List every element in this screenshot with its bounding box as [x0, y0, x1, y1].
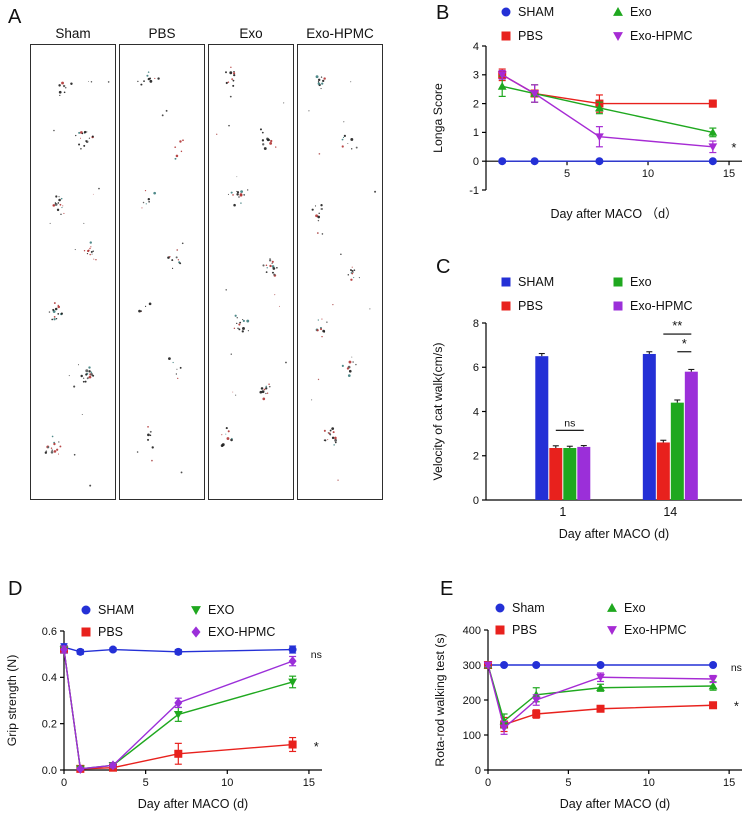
svg-text:PBS: PBS — [518, 29, 543, 43]
svg-text:*: * — [731, 140, 736, 155]
svg-text:8: 8 — [473, 318, 479, 330]
strip-label-exo: Exo — [239, 26, 263, 41]
svg-text:15: 15 — [723, 777, 735, 789]
svg-text:*: * — [314, 739, 319, 754]
svg-text:1: 1 — [473, 127, 479, 139]
svg-text:5: 5 — [564, 168, 570, 180]
panel-b: B -1 0 1 2 3 4 Longa Score Day after MACO （d） 5 1… — [428, 0, 753, 246]
svg-text:4: 4 — [473, 406, 479, 418]
svg-text:Velocity of cat walk(cm/s): Velocity of cat walk(cm/s) — [431, 342, 445, 480]
svg-text:5: 5 — [565, 777, 571, 789]
svg-text:10: 10 — [643, 777, 655, 789]
svg-text:0.2: 0.2 — [42, 718, 57, 730]
svg-text:PBS: PBS — [518, 299, 543, 313]
svg-text:Exo-HPMC: Exo-HPMC — [630, 29, 693, 43]
footprint-marks-exo-hpmc — [308, 75, 377, 481]
svg-text:PBS: PBS — [512, 623, 537, 637]
svg-text:Exo-HPMC: Exo-HPMC — [624, 623, 687, 637]
svg-text:SHAM: SHAM — [518, 5, 554, 19]
svg-text:EXO-HPMC: EXO-HPMC — [208, 625, 275, 639]
svg-text:6: 6 — [473, 362, 479, 374]
panel-d-label: D — [8, 578, 23, 600]
svg-text:Day after MACO (d): Day after MACO (d) — [559, 527, 669, 541]
svg-text:4: 4 — [473, 41, 479, 53]
svg-text:300: 300 — [463, 660, 481, 672]
panel-e-label: E — [440, 578, 454, 600]
panel-d: D 0.0 0.2 0.4 0.6 Grip strength (N) Day after… — [0, 570, 372, 816]
footprint-marks-pbs — [136, 71, 184, 474]
footprint-strips — [30, 44, 383, 500]
svg-text:15: 15 — [303, 777, 315, 789]
strip-labels: Sham PBS Exo Exo-HPMC — [30, 26, 383, 41]
svg-text:Grip strength (N): Grip strength (N) — [5, 655, 19, 747]
svg-text:0: 0 — [485, 777, 491, 789]
svg-text:3: 3 — [473, 70, 479, 82]
panel-e: E 0 100 200 300 400 Rota-rod walking test (s)… — [430, 570, 753, 816]
svg-text:0: 0 — [61, 777, 67, 789]
svg-text:100: 100 — [463, 730, 481, 742]
svg-text:10: 10 — [221, 777, 233, 789]
svg-text:*: * — [734, 698, 739, 713]
svg-text:0.6: 0.6 — [42, 626, 57, 638]
svg-text:SHAM: SHAM — [98, 603, 134, 617]
svg-text:0: 0 — [473, 156, 479, 168]
svg-text:**: ** — [672, 318, 682, 333]
panel-a-label: A — [8, 6, 22, 28]
svg-text:10: 10 — [642, 168, 654, 180]
svg-text:2: 2 — [473, 451, 479, 463]
svg-text:Sham: Sham — [512, 601, 545, 615]
catwalk-velocity-chart: 0 2 4 6 8 Velocity of cat walk(cm/s) Day after… — [431, 275, 742, 541]
footprint-strip-exo-hpmc — [297, 44, 383, 500]
svg-text:2: 2 — [473, 98, 479, 110]
svg-text:400: 400 — [463, 625, 481, 637]
svg-text:1: 1 — [559, 505, 566, 519]
svg-text:*: * — [682, 336, 687, 351]
svg-text:Exo: Exo — [630, 275, 652, 289]
footprint-marks-sham — [44, 81, 110, 487]
svg-text:Day after MACO （d）: Day after MACO （d） — [550, 207, 677, 221]
svg-text:ns: ns — [564, 417, 575, 429]
svg-text:0: 0 — [473, 495, 479, 507]
strip-label-sham: Sham — [55, 26, 91, 41]
footprint-strip-pbs — [119, 44, 205, 500]
footprint-strip-sham — [30, 44, 116, 500]
footprint-marks-exo — [216, 66, 287, 447]
grip-strength-chart: 0.0 0.2 0.4 0.6 Grip strength (N) Day after M… — [5, 603, 322, 811]
svg-text:Exo: Exo — [624, 601, 646, 615]
svg-text:SHAM: SHAM — [518, 275, 554, 289]
svg-text:0: 0 — [475, 765, 481, 777]
panel-c: C 0 2 4 6 8 Velocity of cat walk(cm/s) Day aft… — [428, 252, 753, 548]
svg-text:0.4: 0.4 — [42, 672, 57, 684]
svg-text:Longa Score: Longa Score — [431, 83, 445, 153]
svg-text:Day after MACO (d): Day after MACO (d) — [560, 797, 670, 811]
svg-text:Rota-rod walking test (s): Rota-rod walking test (s) — [433, 633, 447, 766]
panel-a: A Sham PBS Exo Exo-HPMC — [6, 4, 426, 514]
svg-text:0.0: 0.0 — [42, 765, 57, 777]
svg-text:200: 200 — [463, 695, 481, 707]
svg-text:15: 15 — [723, 168, 735, 180]
svg-text:EXO: EXO — [208, 603, 235, 617]
longa-score-chart: -1 0 1 2 3 4 Longa Score Day after MACO （d） 5 10 1… — [431, 5, 742, 221]
svg-text:Exo: Exo — [630, 5, 652, 19]
svg-text:ns: ns — [731, 662, 742, 674]
panel-b-label: B — [436, 2, 450, 24]
svg-text:PBS: PBS — [98, 625, 123, 639]
panel-c-label: C — [436, 256, 451, 278]
svg-text:Exo-HPMC: Exo-HPMC — [630, 299, 693, 313]
svg-text:14: 14 — [663, 505, 677, 519]
svg-text:ns: ns — [311, 649, 322, 661]
strip-label-pbs: PBS — [148, 26, 176, 41]
svg-text:Day after MACO (d): Day after MACO (d) — [138, 797, 248, 811]
svg-text:-1: -1 — [469, 185, 479, 197]
svg-text:5: 5 — [143, 777, 149, 789]
footprint-strip-exo — [208, 44, 294, 500]
strip-label-exo-hpmc: Exo-HPMC — [306, 26, 374, 41]
